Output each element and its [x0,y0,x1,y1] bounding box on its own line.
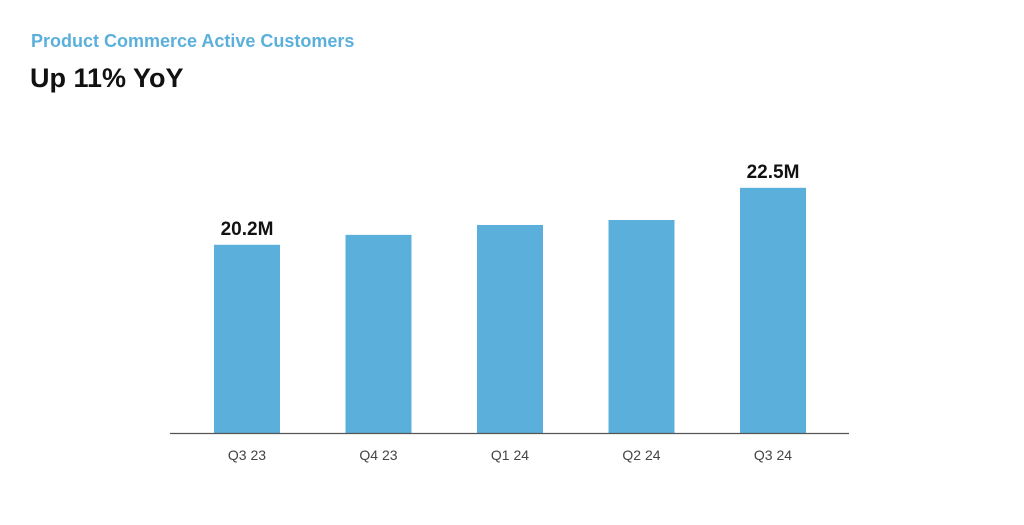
bar-q4-23 [345,234,412,433]
bar-q2-24 [608,220,675,433]
data-labels: 20.2M 22.5M [221,162,800,240]
data-label: 20.2M [221,219,274,240]
bar-q1-24 [477,224,543,433]
chart-subtitle: Product Commerce Active Customers [31,31,355,51]
chart-headline: Up 11% YoY [30,63,184,93]
bar-q3-24 [740,187,806,433]
x-tick-label: Q1 24 [491,447,529,463]
bar-q3-23 [214,244,280,433]
x-tick-label: Q3 24 [754,447,792,463]
x-tick-label: Q4 23 [359,447,397,463]
data-label: 22.5M [747,162,800,183]
bars-group [214,187,806,433]
x-tick-label: Q2 24 [622,447,660,463]
x-tick-label: Q3 23 [228,447,266,463]
x-tick-labels: Q3 23 Q4 23 Q1 24 Q2 24 Q3 24 [228,447,792,463]
